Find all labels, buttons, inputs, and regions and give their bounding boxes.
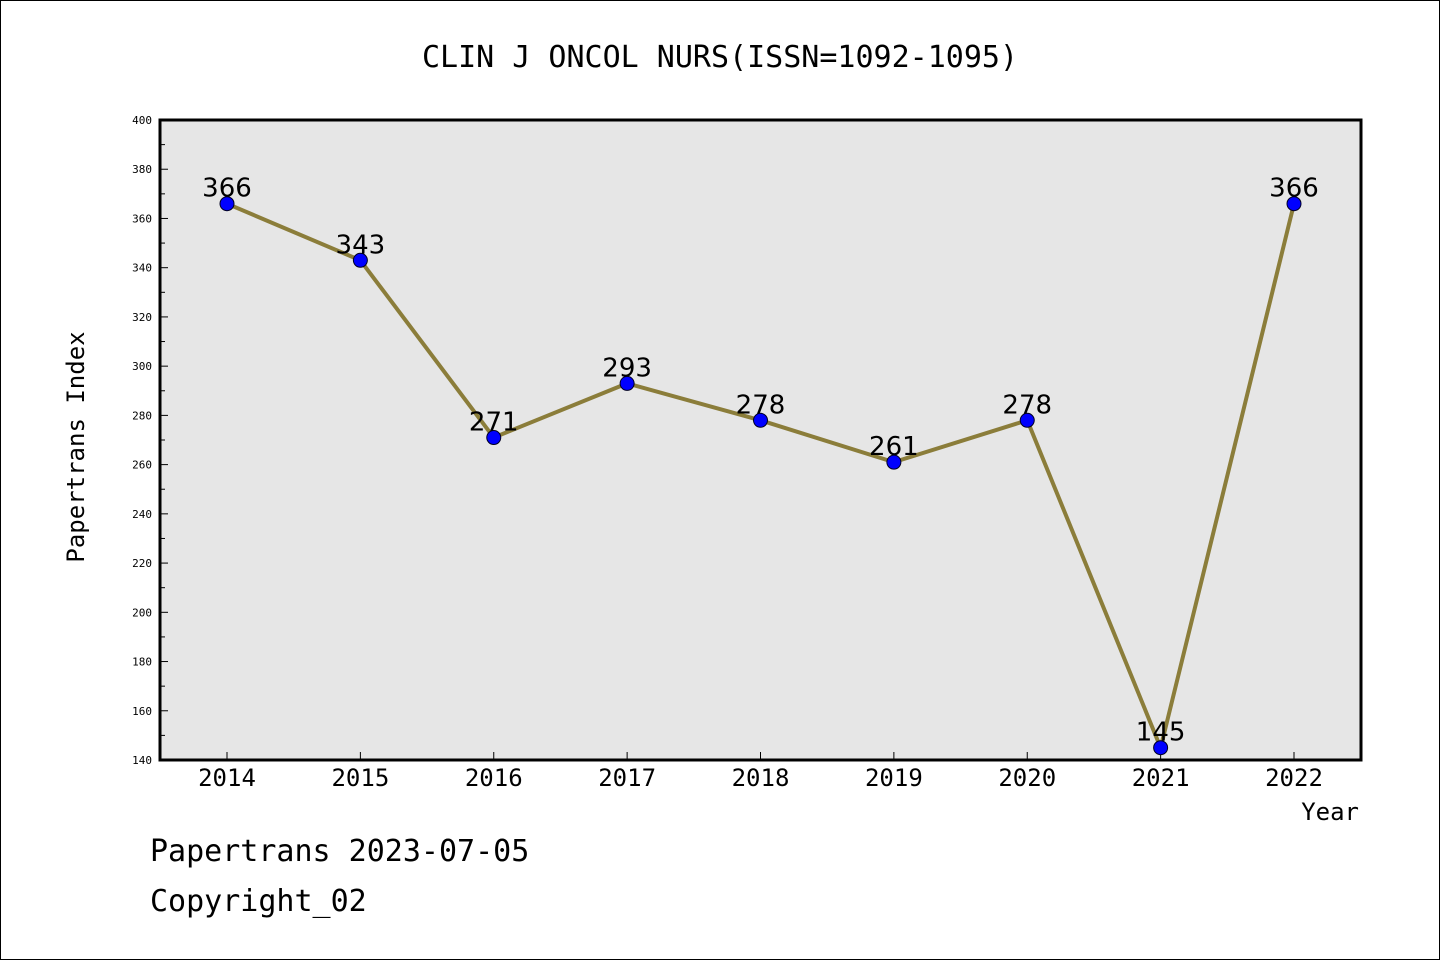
x-tick-label: 2018: [732, 764, 790, 792]
y-axis: 140 160 180 200 220 240 260 280 300 320 340 360 380 4…: [132, 114, 168, 767]
y-tick-label: 240: [132, 508, 152, 521]
y-tick-label: 180: [132, 656, 152, 669]
y-tick-label: 280: [132, 409, 152, 422]
data-point-marker: [486, 430, 502, 446]
y-tick-label: 260: [132, 459, 152, 472]
data-label: 261: [869, 432, 919, 462]
x-tick-label: 2015: [331, 764, 389, 792]
data-label: 366: [1269, 174, 1319, 204]
x-tick-label: 2021: [1132, 764, 1190, 792]
x-tick-label: 2014: [198, 764, 256, 792]
data-label: 278: [736, 390, 786, 420]
y-tick-label: 340: [132, 262, 152, 275]
y-axis-label: Papertrans Index: [62, 331, 90, 562]
x-tick-label: 2022: [1265, 764, 1323, 792]
data-label: 293: [602, 353, 652, 383]
x-tick-label: 2019: [865, 764, 923, 792]
data-point-marker: [352, 252, 368, 268]
x-tick-label: 2016: [465, 764, 523, 792]
x-tick-label: 2017: [598, 764, 656, 792]
y-tick-label: 360: [132, 212, 152, 225]
footer-date: Papertrans 2023-07-05: [150, 834, 530, 869]
data-point-marker: [1286, 196, 1302, 212]
data-point-marker: [1019, 412, 1035, 428]
y-tick-label: 140: [132, 754, 152, 767]
data-point-marker: [219, 196, 235, 212]
x-axis-label: Year: [1301, 798, 1359, 826]
data-label: 366: [202, 174, 252, 204]
y-tick-label: 220: [132, 557, 152, 570]
x-tick-label: 2020: [998, 764, 1056, 792]
data-label: 145: [1136, 718, 1186, 748]
y-tick-label: 160: [132, 705, 152, 718]
chart-title: CLIN J ONCOL NURS(ISSN=1092-1095): [422, 40, 1018, 75]
data-point-marker: [753, 412, 768, 428]
y-tick-label: 320: [132, 311, 152, 324]
data-label: 278: [1002, 390, 1052, 420]
data-label: 343: [336, 230, 386, 260]
data-label: 271: [469, 408, 519, 438]
data-labels: 366 343 271 293 278 261 278 145 366: [202, 174, 1319, 748]
data-point-marker: [1153, 740, 1169, 756]
footer-copyright: Copyright_02: [150, 884, 367, 919]
y-tick-label: 200: [132, 606, 152, 619]
data-point-marker: [886, 454, 902, 470]
y-tick-label: 400: [132, 114, 152, 127]
plot-area: [158, 118, 1363, 762]
y-tick-label: 300: [132, 360, 152, 373]
series-line-group: [219, 196, 1302, 756]
x-axis: 2014 2015 2016 2017 2018 2019 2020 2021 2022: [198, 752, 1323, 792]
y-tick-label: 380: [132, 163, 152, 176]
data-point-marker: [619, 375, 635, 391]
